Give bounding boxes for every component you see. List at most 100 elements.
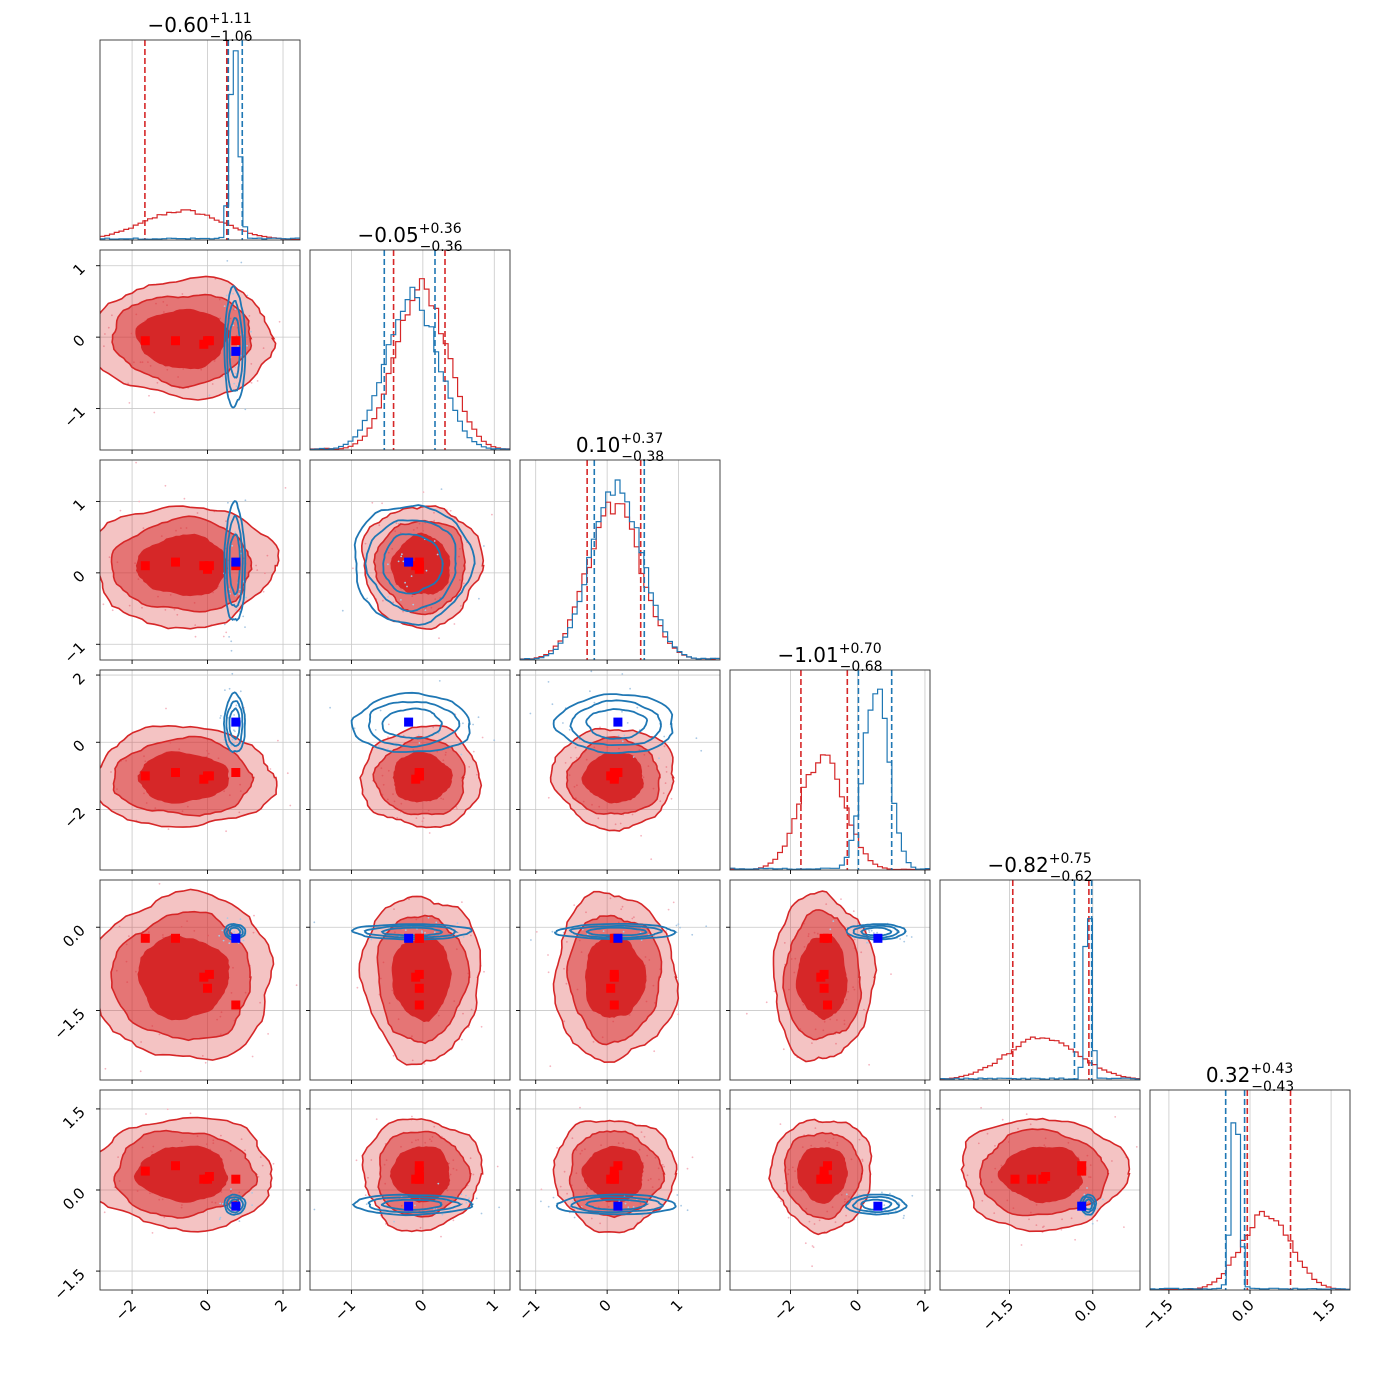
red-sample-point — [814, 1127, 817, 1129]
red-sample-point — [461, 1038, 463, 1041]
red-sample-point — [640, 834, 642, 837]
red-sample-point — [858, 1138, 861, 1141]
panel-frame-3-3 — [729, 669, 931, 871]
blue-sample-point — [624, 1202, 627, 1205]
red-sample-point — [88, 375, 90, 377]
blue-sample-point — [902, 1217, 905, 1219]
red-truth-marker — [414, 969, 424, 979]
red-truth-marker — [199, 972, 209, 982]
blue-sample-point — [868, 931, 871, 933]
red-sample-point — [352, 567, 354, 570]
blue-histogram — [520, 479, 720, 660]
red-sample-point — [373, 876, 375, 878]
red-contour-line — [113, 1129, 259, 1219]
panel-frame-4-3 — [729, 879, 931, 1081]
red-sample-point — [480, 1025, 483, 1028]
blue-contour-line — [223, 284, 247, 409]
red-sample-point — [1035, 1224, 1038, 1226]
blue-sample-point — [242, 615, 245, 618]
red-sample-point — [194, 635, 197, 638]
red-sample-point — [440, 1235, 442, 1238]
blue-sample-point — [406, 585, 408, 588]
red-truth-marker — [231, 768, 241, 777]
red-sample-point — [95, 761, 97, 763]
blue-contour-line — [367, 700, 461, 749]
red-contour-fill-2 — [135, 533, 228, 597]
red-sample-point — [590, 1217, 593, 1220]
red-truth-marker — [171, 557, 180, 567]
red-sample-point — [1028, 1218, 1030, 1221]
blue-sample-point — [226, 917, 229, 919]
blue-sample-point — [903, 940, 906, 943]
red-sample-point — [286, 772, 289, 775]
blue-histogram — [310, 286, 510, 450]
red-sample-point — [631, 917, 634, 920]
red-sample-point — [135, 461, 138, 464]
blue-sample-point — [677, 923, 680, 926]
blue-sample-point — [1083, 1193, 1086, 1196]
red-sample-point — [811, 1245, 814, 1247]
blue-sample-point — [218, 1218, 221, 1221]
red-sample-point — [565, 982, 568, 985]
red-sample-point — [375, 1118, 378, 1121]
red-sample-point — [250, 363, 253, 365]
blue-sample-point — [313, 1208, 316, 1211]
red-sample-point — [256, 380, 259, 382]
red-sample-point — [253, 914, 255, 917]
red-truth-marker — [613, 1161, 623, 1171]
red-sample-point — [142, 527, 145, 529]
blue-sample-point — [230, 1188, 232, 1190]
blue-sample-point — [397, 560, 400, 563]
blue-contour-line — [552, 693, 674, 755]
red-sample-point — [240, 1138, 243, 1140]
blue-sample-point — [493, 739, 496, 742]
red-sample-point — [453, 623, 456, 625]
blue-sample-point — [572, 1200, 574, 1203]
blue-sample-point — [219, 1202, 222, 1205]
red-sample-point — [650, 858, 653, 861]
red-truth-marker — [204, 969, 214, 979]
red-sample-point — [255, 564, 257, 567]
blue-sample-point — [593, 701, 596, 704]
red-sample-point — [189, 1112, 192, 1115]
blue-sample-point — [353, 727, 356, 730]
y-tick-label: 1.5 — [59, 1103, 89, 1133]
red-truth-marker — [140, 336, 150, 346]
red-truth-marker — [171, 336, 180, 346]
red-sample-point — [267, 1033, 269, 1035]
blue-sample-point — [460, 1193, 463, 1196]
red-sample-point — [278, 320, 281, 323]
red-sample-point — [585, 911, 587, 914]
blue-sample-point — [889, 1192, 891, 1195]
red-sample-point — [408, 898, 410, 900]
blue-histogram — [730, 688, 930, 870]
blue-sample-point — [370, 938, 373, 941]
blue-sample-point — [234, 730, 236, 733]
blue-contour-line — [350, 691, 471, 753]
red-sample-point — [433, 511, 435, 514]
blue-sample-point — [231, 738, 234, 741]
blue-contour-line — [225, 700, 244, 747]
red-sample-point — [1001, 1118, 1004, 1121]
red-sample-point — [686, 1167, 689, 1170]
blue-sample-point — [366, 597, 368, 600]
blue-contour-line — [860, 1198, 893, 1211]
x-tick-label: 0.0 — [1071, 1296, 1101, 1326]
red-sample-point — [599, 726, 601, 729]
red-sample-point — [402, 610, 404, 613]
blue-sample-point — [436, 553, 439, 556]
red-contour-line — [782, 909, 863, 1041]
blue-histogram — [100, 50, 300, 240]
blue-sample-point — [234, 308, 237, 310]
red-sample-point — [250, 382, 253, 384]
blue-sample-point — [421, 930, 423, 932]
red-sample-point — [111, 314, 113, 317]
red-sample-point — [370, 1159, 373, 1161]
red-sample-point — [201, 1055, 204, 1057]
blue-sample-point — [393, 1220, 395, 1223]
red-sample-point — [483, 970, 485, 973]
blue-truth-marker — [404, 933, 414, 943]
red-sample-point — [868, 1063, 870, 1066]
red-sample-point — [496, 1165, 499, 1168]
blue-contour-line — [569, 699, 662, 747]
